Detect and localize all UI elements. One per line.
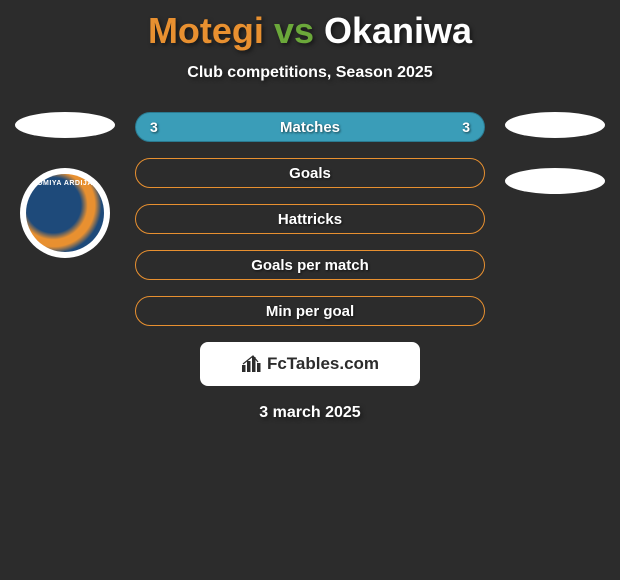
stat-row-matches: 3 Matches 3: [135, 112, 485, 142]
stat-label: Goals: [289, 165, 331, 182]
stat-row-mpg: Min per goal: [135, 296, 485, 326]
player2-placeholder-2: [505, 168, 605, 194]
stat-right-value: 3: [462, 119, 470, 135]
stat-label: Matches: [280, 119, 340, 136]
stat-label: Hattricks: [278, 211, 342, 228]
right-column: [500, 112, 610, 224]
player2-placeholder-1: [505, 112, 605, 138]
player2-name: Okaniwa: [324, 10, 472, 51]
stats-center: 3 Matches 3 Goals Hattricks Goals per ma…: [135, 112, 485, 422]
stats-area: OMIYA ARDIJA 3 Matches 3 Goals Hattricks: [0, 112, 620, 422]
player1-name: Motegi: [148, 10, 264, 51]
subtitle: Club competitions, Season 2025: [0, 64, 620, 82]
badge-text: OMIYA ARDIJA: [37, 180, 93, 187]
club-badge-graphic: OMIYA ARDIJA: [26, 174, 104, 252]
player1-club-badge: OMIYA ARDIJA: [20, 168, 110, 258]
date: 3 march 2025: [135, 404, 485, 422]
watermark: FcTables.com: [200, 342, 420, 386]
vs-text: vs: [274, 10, 314, 51]
page-title: Motegi vs Okaniwa: [0, 10, 620, 52]
watermark-text: FcTables.com: [267, 354, 379, 374]
player1-placeholder: [15, 112, 115, 138]
left-column: OMIYA ARDIJA: [10, 112, 120, 258]
stat-label: Min per goal: [266, 303, 354, 320]
stat-row-gpm: Goals per match: [135, 250, 485, 280]
bar-chart-icon: [241, 355, 261, 373]
stat-row-hattricks: Hattricks: [135, 204, 485, 234]
comparison-card: Motegi vs Okaniwa Club competitions, Sea…: [0, 0, 620, 422]
stat-left-value: 3: [150, 119, 158, 135]
stat-label: Goals per match: [251, 257, 369, 274]
stat-row-goals: Goals: [135, 158, 485, 188]
